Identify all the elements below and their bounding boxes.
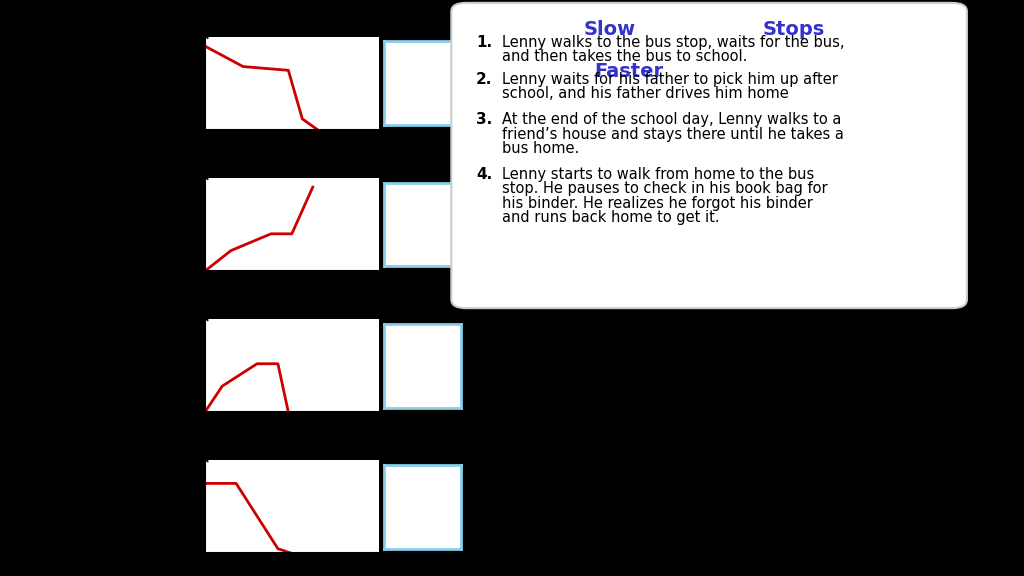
Text: x: x [396,556,403,566]
Text: Distance
from Home: Distance from Home [141,198,164,252]
Text: Stops: Stops [763,20,825,39]
Text: b.: b. [150,215,168,233]
Text: At the end of the school day, Lenny walks to a: At the end of the school day, Lenny walk… [502,112,841,127]
Text: Faster: Faster [594,62,664,81]
Text: and runs back home to get it.: and runs back home to get it. [502,210,720,225]
Text: y: y [209,303,215,313]
Text: 4.: 4. [476,167,493,182]
Text: Lenny walks to the bus stop, waits for the bus,: Lenny walks to the bus stop, waits for t… [502,35,844,50]
Text: d.: d. [150,498,168,516]
Text: school, and his father drives him home: school, and his father drives him home [502,86,788,101]
Text: Distance
from Home: Distance from Home [141,339,164,393]
Text: y: y [209,21,215,31]
Text: Time: Time [263,292,293,302]
Text: y: y [209,444,215,454]
Text: Distance
from Home: Distance from Home [141,56,164,111]
Text: stop. He pauses to check in his book bag for: stop. He pauses to check in his book bag… [502,181,827,196]
Text: friend’s house and stays there until he takes a: friend’s house and stays there until he … [502,127,844,142]
Text: 2.: 2. [476,72,493,87]
Text: Slow: Slow [584,20,636,39]
Text: y: y [209,162,215,172]
Text: 3.: 3. [476,112,493,127]
Text: Time: Time [263,574,293,576]
Text: Lenny waits for his father to pick him up after: Lenny waits for his father to pick him u… [502,72,838,87]
Text: x: x [396,415,403,425]
Text: Lenny starts to walk from home to the bus: Lenny starts to walk from home to the bu… [502,167,814,182]
Text: his binder. He realizes he forgot his binder: his binder. He realizes he forgot his bi… [502,196,813,211]
Text: Time: Time [263,151,293,161]
Text: x: x [396,274,403,283]
Text: a.: a. [150,74,168,92]
Text: Distance
from Home: Distance from Home [141,480,164,534]
Text: x: x [396,132,403,142]
FancyBboxPatch shape [452,3,967,308]
Text: bus home.: bus home. [502,141,579,156]
Text: 1.: 1. [476,35,493,50]
Text: c.: c. [151,357,167,374]
Text: and then takes the bus to school.: and then takes the bus to school. [502,49,748,64]
Text: Time: Time [263,433,293,444]
